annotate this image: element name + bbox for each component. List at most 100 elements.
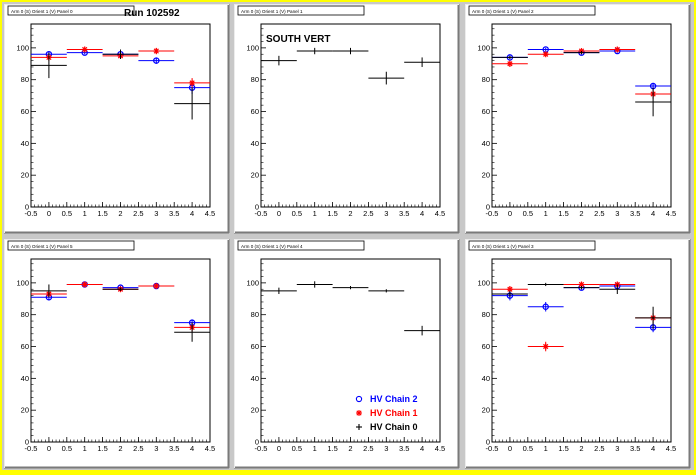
data-point bbox=[404, 57, 440, 67]
legend-marker bbox=[356, 410, 362, 416]
data-marker bbox=[153, 283, 160, 290]
panel-title: Arm 0 (S) Orient 1 (V) Panel 5 bbox=[11, 244, 73, 249]
x-tick-label: -0.5 bbox=[486, 209, 499, 218]
data-point bbox=[66, 281, 103, 288]
y-tick-label: 80 bbox=[251, 310, 259, 319]
data-point bbox=[296, 47, 333, 55]
y-tick-label: 40 bbox=[21, 139, 29, 148]
x-tick-label: 4.5 bbox=[435, 209, 445, 218]
x-tick-label: 4 bbox=[420, 209, 424, 218]
panel-title-box bbox=[468, 240, 596, 251]
data-point bbox=[102, 287, 139, 291]
y-tick-label: 0 bbox=[486, 203, 490, 212]
x-tick-label: 3.5 bbox=[399, 209, 409, 218]
x-tick-label: 3 bbox=[384, 209, 388, 218]
x-tick-label: 0 bbox=[47, 209, 51, 218]
x-tick-label: 3.5 bbox=[169, 444, 179, 453]
y-tick-label: 20 bbox=[482, 171, 490, 180]
data-point bbox=[332, 47, 369, 55]
data-point bbox=[492, 290, 528, 298]
x-tick-label: 0.5 bbox=[292, 209, 302, 218]
x-tick-label: 4 bbox=[651, 444, 655, 453]
x-tick-label: 2.5 bbox=[363, 209, 373, 218]
x-tick-label: 1 bbox=[544, 209, 548, 218]
x-tick-label: 1 bbox=[83, 209, 87, 218]
x-tick-label: 4.5 bbox=[666, 209, 676, 218]
y-tick-label: 100 bbox=[16, 278, 29, 287]
data-marker bbox=[506, 60, 513, 67]
data-point bbox=[174, 78, 210, 88]
x-tick-label: 1.5 bbox=[97, 444, 107, 453]
x-tick-label: 0 bbox=[277, 209, 281, 218]
x-tick-label: 1.5 bbox=[97, 209, 107, 218]
x-tick-label: -0.5 bbox=[255, 209, 268, 218]
x-tick-label: 4.5 bbox=[205, 444, 215, 453]
data-point bbox=[66, 46, 103, 53]
panel-title: Arm 0 (S) Orient 1 (V) Panel 4 bbox=[241, 244, 303, 249]
data-point bbox=[527, 51, 564, 58]
x-tick-label: 0 bbox=[277, 444, 281, 453]
y-tick-label: 80 bbox=[251, 75, 259, 84]
data-point bbox=[599, 284, 636, 295]
data-point bbox=[174, 322, 210, 342]
y-tick-label: 80 bbox=[482, 75, 490, 84]
y-tick-label: 0 bbox=[25, 203, 29, 212]
x-tick-label: 1.5 bbox=[327, 444, 337, 453]
y-tick-label: 20 bbox=[21, 171, 29, 180]
data-point bbox=[261, 287, 297, 295]
data-marker bbox=[542, 303, 549, 310]
y-tick-label: 20 bbox=[21, 406, 29, 415]
data-point bbox=[492, 55, 528, 60]
y-tick-label: 60 bbox=[482, 342, 490, 351]
data-marker bbox=[81, 281, 88, 288]
data-point bbox=[368, 71, 405, 85]
panel-background bbox=[234, 239, 459, 468]
data-point bbox=[527, 282, 564, 287]
legend: HV Chain 2 HV Chain 1 HV Chain 0 bbox=[355, 394, 418, 432]
data-point bbox=[635, 87, 671, 117]
x-tick-label: 2.5 bbox=[133, 444, 143, 453]
chart-panel: Arm 0 (S) Orient 1 (V) Panel 1-0.5 0 0.5 1 1… bbox=[234, 4, 460, 234]
x-tick-label: 2.5 bbox=[594, 209, 604, 218]
x-tick-label: 0 bbox=[508, 209, 512, 218]
data-point bbox=[174, 87, 210, 120]
panel-background bbox=[465, 4, 690, 233]
y-tick-label: 40 bbox=[482, 374, 490, 383]
data-point bbox=[599, 46, 636, 53]
legend-label: HV Chain 1 bbox=[370, 408, 418, 418]
x-tick-label: 2 bbox=[348, 209, 352, 218]
data-point bbox=[527, 301, 564, 312]
x-tick-label: 0.5 bbox=[62, 209, 72, 218]
x-tick-label: 3 bbox=[615, 444, 619, 453]
data-point bbox=[404, 325, 440, 336]
x-tick-label: 0.5 bbox=[62, 444, 72, 453]
y-tick-label: 40 bbox=[251, 374, 259, 383]
y-tick-label: 100 bbox=[246, 278, 259, 287]
data-point bbox=[563, 286, 600, 290]
x-tick-label: 3 bbox=[154, 444, 158, 453]
data-point bbox=[31, 284, 67, 298]
panel-background bbox=[4, 239, 229, 468]
data-point bbox=[261, 55, 297, 66]
data-point bbox=[138, 47, 175, 55]
y-tick-label: 100 bbox=[477, 43, 490, 52]
y-tick-label: 0 bbox=[255, 438, 259, 447]
legend-marker bbox=[356, 424, 362, 430]
x-tick-label: 2.5 bbox=[363, 444, 373, 453]
legend-label: HV Chain 2 bbox=[370, 394, 418, 404]
x-tick-label: -0.5 bbox=[255, 444, 268, 453]
data-point bbox=[563, 51, 600, 55]
x-tick-label: 4 bbox=[190, 444, 194, 453]
x-tick-label: 4.5 bbox=[435, 444, 445, 453]
y-tick-label: 80 bbox=[21, 310, 29, 319]
chart-panel: Arm 0 (S) Orient 1 (V) Panel 3-0.5 0 0.5 1 1… bbox=[465, 239, 691, 469]
x-tick-label: 2 bbox=[579, 209, 583, 218]
y-tick-label: 20 bbox=[482, 406, 490, 415]
x-tick-label: 2 bbox=[579, 444, 583, 453]
data-point bbox=[368, 289, 405, 293]
data-point bbox=[332, 286, 369, 290]
x-tick-label: 3.5 bbox=[169, 209, 179, 218]
data-marker bbox=[542, 343, 549, 350]
x-tick-label: 1 bbox=[313, 209, 317, 218]
panel-title: Arm 0 (S) Orient 1 (V) Panel 2 bbox=[472, 9, 534, 14]
